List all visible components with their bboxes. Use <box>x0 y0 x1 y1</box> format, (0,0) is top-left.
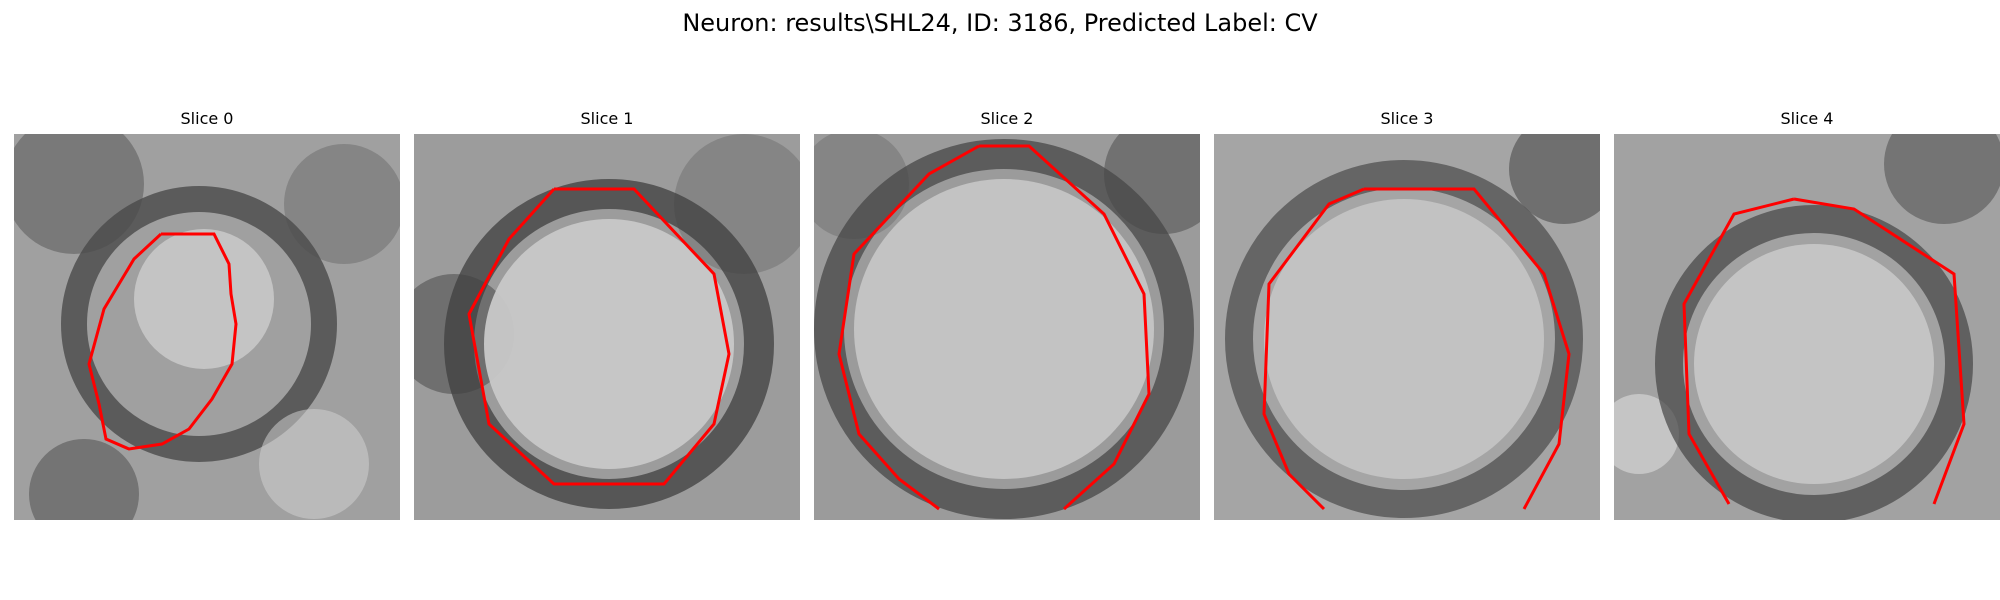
slice-title: Slice 3 <box>1380 109 1434 128</box>
contour-line <box>979 144 1151 511</box>
slice-title: Slice 0 <box>180 109 234 128</box>
microscopy-image <box>1614 134 2000 520</box>
microscopy-image <box>814 134 1200 520</box>
figure-title: Neuron: results\SHL24, ID: 3186, Predict… <box>682 9 1318 37</box>
slice-title: Slice 2 <box>980 109 1034 128</box>
contour-line <box>1682 197 1795 505</box>
contour-line <box>1793 197 1966 505</box>
contour-line <box>87 232 238 451</box>
contour-line <box>467 187 731 486</box>
slice-title: Slice 1 <box>580 109 634 128</box>
microscopy-image <box>414 134 800 520</box>
microscopy-image <box>14 134 400 520</box>
slice-title: Slice 4 <box>1780 109 1834 128</box>
contour-line <box>1262 187 1365 511</box>
microscopy-image <box>1214 134 1600 520</box>
contour-line <box>1364 187 1571 510</box>
contour-line <box>837 144 980 511</box>
